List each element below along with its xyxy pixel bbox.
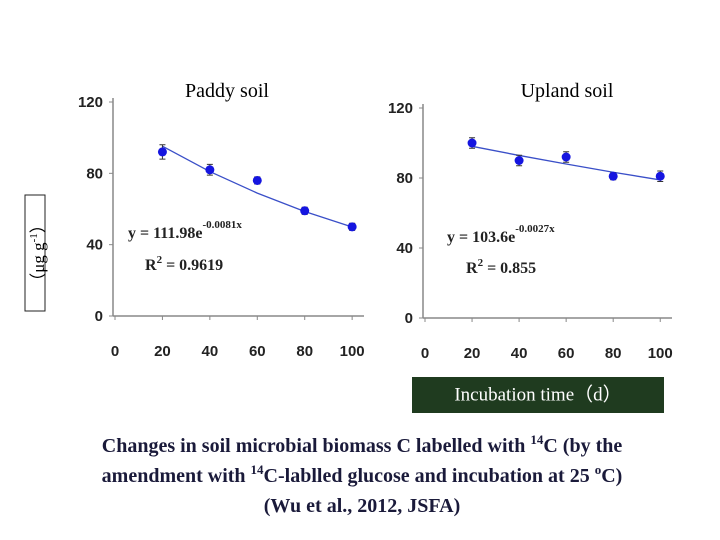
fit-line <box>162 145 353 228</box>
y-axis-label: （μg g-1） <box>28 216 48 290</box>
caption-line: amendment with 14C-lablled glucose and i… <box>102 462 623 487</box>
x-tick-label: 0 <box>421 345 429 362</box>
equation: y = 103.6e-0.0027x <box>447 223 555 246</box>
y-tick-label: 0 <box>95 308 103 325</box>
y-label-part: （μg g <box>29 242 48 290</box>
y-tick-label: 40 <box>396 240 413 257</box>
r-squared: R2 = 0.855 <box>466 257 536 277</box>
r-squared-part: R <box>145 257 157 274</box>
r-squared-part: = 0.9619 <box>162 257 223 274</box>
x-tick-label: 40 <box>511 345 528 362</box>
r-squared-part: = 0.855 <box>483 260 536 277</box>
y-tick-label: 80 <box>86 165 103 182</box>
data-point <box>205 165 215 175</box>
caption-line: Changes in soil microbial biomass C labe… <box>102 432 623 457</box>
data-point <box>561 152 571 162</box>
data-point <box>655 171 665 181</box>
caption: Changes in soil microbial biomass C labe… <box>102 432 623 517</box>
x-tick-label: 60 <box>558 345 575 362</box>
y-tick-label: 0 <box>405 310 413 327</box>
data-point <box>514 156 524 165</box>
x-tick-label: 0 <box>111 343 119 360</box>
x-tick-label: 100 <box>340 343 365 360</box>
r-squared-sup: 2 <box>478 257 484 269</box>
caption-part: Changes in soil microbial biomass C labe… <box>102 435 531 457</box>
caption-part: amendment with <box>102 465 251 487</box>
data-point <box>252 175 262 185</box>
x-tick-label: 20 <box>464 345 481 362</box>
y-tick-label: 120 <box>78 94 103 111</box>
x-tick-label: 100 <box>648 345 673 362</box>
equation-exponent: -0.0081x <box>202 219 242 231</box>
equation-part: y = 103.6e <box>447 229 515 246</box>
chart-title: Upland soil <box>521 80 614 102</box>
x-label-box <box>412 377 664 413</box>
x-tick-label: 80 <box>605 345 622 362</box>
data-point <box>467 138 477 148</box>
data-point <box>157 147 167 157</box>
r-squared: R2 = 0.9619 <box>145 254 223 274</box>
caption-part: C-lablled glucose and incubation at 25 <box>264 465 595 487</box>
x-tick-label: 20 <box>154 343 171 360</box>
equation: y = 111.98e-0.0081x <box>128 219 242 242</box>
caption-sup: 14 <box>251 462 265 477</box>
x-axis-label: Incubation time（d） <box>454 383 621 405</box>
x-tick-label: 80 <box>296 343 313 360</box>
caption-part: C (by the <box>543 435 622 457</box>
caption-part: C) <box>601 465 622 487</box>
caption-line: (Wu et al., 2012, JSFA) <box>264 495 460 517</box>
y-label-sup: -1 <box>28 233 40 242</box>
y-tick-label: 40 <box>86 237 103 254</box>
fit-line <box>471 145 661 181</box>
y-label-part: ） <box>29 216 48 233</box>
caption-sup: o <box>595 462 602 477</box>
data-point <box>300 206 310 216</box>
y-tick-label: 120 <box>388 100 413 117</box>
data-point <box>347 222 357 232</box>
y-tick-label: 80 <box>396 170 413 187</box>
equation-part: y = 111.98e <box>128 225 202 242</box>
r-squared-sup: 2 <box>157 254 163 266</box>
equation-exponent: -0.0027x <box>515 223 555 235</box>
caption-sup: 14 <box>530 432 544 447</box>
y-label-box <box>24 194 46 312</box>
x-tick-label: 40 <box>202 343 219 360</box>
caption-part: (Wu et al., 2012, JSFA) <box>264 495 460 517</box>
r-squared-part: R <box>466 260 478 277</box>
x-tick-label: 60 <box>249 343 266 360</box>
chart-title: Paddy soil <box>185 80 269 102</box>
data-point <box>608 171 618 181</box>
